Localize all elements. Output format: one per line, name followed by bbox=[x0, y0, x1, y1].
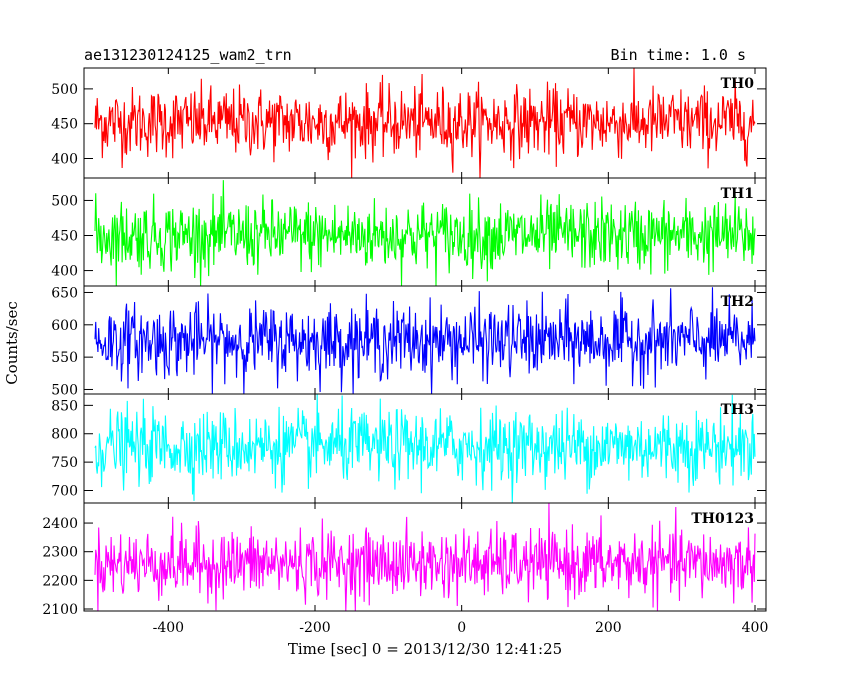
panel-frame bbox=[83, 502, 767, 612]
series-line-th0123 bbox=[94, 503, 756, 611]
panel-th3: 700 750 800 850 TH3 bbox=[51, 393, 767, 504]
panel-label-th1: TH1 bbox=[721, 186, 754, 202]
panels-group: 400 450 500 TH0 400 450 500 TH1 500 550 600 650 TH2 7… bbox=[42, 67, 767, 618]
y-tick-label: 800 bbox=[51, 427, 78, 443]
x-axis: -400 -200 0 200 400 bbox=[153, 620, 769, 636]
panel-label-th0: TH0 bbox=[721, 76, 755, 92]
x-tick-label: -400 bbox=[153, 620, 184, 636]
y-tick-label: 2300 bbox=[42, 545, 78, 561]
x-tick-label: 400 bbox=[742, 620, 769, 636]
y-tick-label: 2400 bbox=[42, 516, 78, 532]
y-tick-label: 2100 bbox=[42, 602, 78, 618]
panel-label-th0123: TH0123 bbox=[691, 511, 754, 527]
y-tick-label: 400 bbox=[51, 152, 78, 168]
series-line-th1 bbox=[94, 180, 756, 286]
x-tick-label: 200 bbox=[595, 620, 622, 636]
y-tick-label: 400 bbox=[51, 264, 78, 280]
series-line-th0 bbox=[94, 68, 756, 178]
panel-label-th3: TH3 bbox=[721, 402, 754, 418]
panel-label-th2: TH2 bbox=[721, 294, 754, 310]
panel-th0: 400 450 500 TH0 bbox=[51, 67, 767, 179]
panel-th0123: 2100 2200 2300 2400 TH0123 bbox=[42, 502, 767, 618]
y-tick-label: 500 bbox=[51, 193, 78, 209]
y-tick-label: 650 bbox=[51, 285, 78, 301]
panel-th2: 500 550 600 650 TH2 bbox=[51, 285, 767, 398]
y-tick-label: 600 bbox=[51, 318, 78, 334]
y-tick-label: 500 bbox=[51, 382, 78, 398]
x-axis-title: Time [sec] 0 = 2013/12/30 12:41:25 bbox=[288, 640, 562, 658]
x-tick-label: 0 bbox=[457, 620, 466, 636]
y-tick-label: 550 bbox=[51, 350, 78, 366]
series-line-th2 bbox=[94, 287, 756, 394]
y-axis-title: Counts/sec bbox=[3, 301, 21, 385]
panel-th1: 400 450 500 TH1 bbox=[51, 177, 767, 287]
bin-time-label: Bin time: 1.0 s bbox=[611, 46, 746, 64]
y-tick-label: 750 bbox=[51, 455, 78, 471]
y-tick-label: 850 bbox=[51, 398, 78, 414]
chart-title: ae131230124125_wam2_trn bbox=[84, 46, 292, 64]
y-tick-label: 700 bbox=[51, 484, 78, 500]
y-tick-label: 450 bbox=[51, 117, 78, 133]
series-line-th3 bbox=[94, 394, 756, 503]
y-tick-label: 500 bbox=[51, 82, 78, 98]
x-tick-label: -200 bbox=[299, 620, 330, 636]
y-tick-label: 2200 bbox=[42, 573, 78, 589]
y-tick-label: 450 bbox=[51, 229, 78, 245]
